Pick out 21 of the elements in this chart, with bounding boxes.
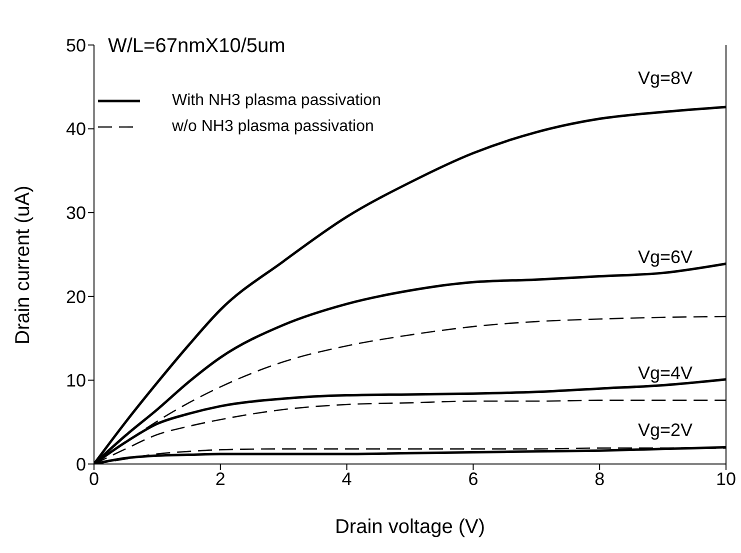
x-tick-label: 6	[468, 468, 478, 489]
x-tick-label: 8	[594, 468, 605, 489]
x-tick-label: 0	[88, 468, 100, 489]
x-tick-label: 10	[716, 468, 736, 489]
annotation: Vg=6V	[638, 247, 693, 268]
annotation: Vg=8V	[638, 68, 693, 89]
annotation: Vg=2V	[638, 420, 693, 441]
legend-label: w/o NH3 plasma passivation	[172, 118, 374, 136]
y-axis-title: Drain current (uA)	[12, 186, 34, 344]
x-tick-label: 4	[342, 468, 352, 489]
y-tick-label: 10	[66, 370, 86, 391]
y-tick-label: 40	[66, 119, 86, 140]
x-axis-title: Drain voltage (V)	[334, 516, 486, 538]
y-tick-label: 0	[76, 454, 86, 474]
annotation: Vg=4V	[638, 363, 693, 384]
y-tick-label: 30	[66, 202, 86, 223]
y-tick-label: 20	[66, 286, 86, 307]
annotation: W/L=67nmX10/5um	[108, 35, 286, 58]
x-tick-label: 2	[215, 468, 226, 489]
y-tick-label: 50	[66, 35, 86, 56]
legend-label: With NH3 plasma passivation	[172, 92, 381, 110]
